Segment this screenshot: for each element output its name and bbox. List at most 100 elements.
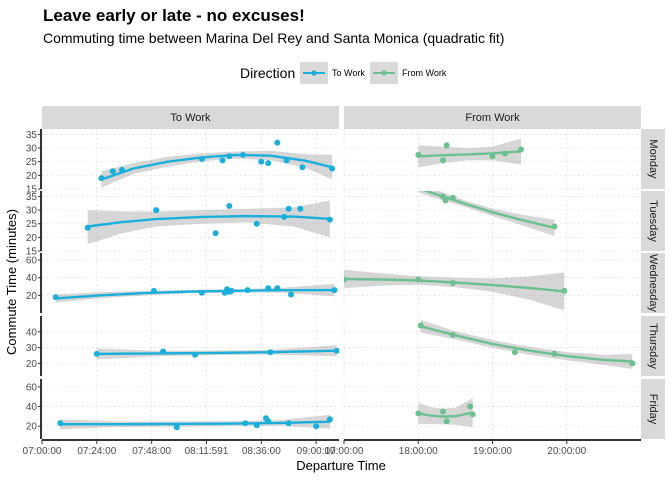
data-point [285, 420, 292, 427]
y-tick-label: 20 [26, 171, 38, 182]
data-point [511, 349, 518, 356]
row-strip-label: Thursday [647, 323, 659, 369]
data-point [333, 347, 339, 354]
data-point [242, 420, 249, 427]
data-point [443, 418, 450, 425]
data-point [326, 216, 333, 223]
series-from-work [418, 191, 558, 236]
y-tick-label: 25 [26, 157, 38, 168]
fit-line [95, 349, 338, 356]
row-strip-label: Tuesday [647, 200, 659, 242]
data-point [297, 205, 304, 212]
y-tick-label: 60 [26, 382, 38, 393]
panel-tuesday-to-work: 15 20 25 30 35 [26, 191, 339, 258]
data-point [283, 157, 290, 164]
row-strip-label: Friday [647, 394, 659, 425]
data-point [274, 285, 281, 292]
data-point [281, 213, 288, 220]
y-tick-label: 20 [26, 233, 38, 244]
y-tick-label: 35 [26, 192, 38, 203]
confidence-band [55, 283, 335, 303]
y-tick-label: 40 [26, 273, 38, 284]
data-point [226, 153, 233, 160]
panel-friday-from-work [343, 379, 641, 439]
data-point [551, 350, 558, 357]
row-strip-tuesday: Tuesday [641, 191, 665, 251]
row-strip-label: Wednesday [647, 254, 659, 312]
x-tick-label: 17:00:00 [325, 446, 364, 457]
legend-point-to-work [311, 70, 317, 76]
confidence-band [60, 414, 330, 430]
data-point [240, 151, 246, 158]
series-from-work [417, 319, 636, 369]
data-point [417, 322, 424, 329]
data-point [415, 276, 422, 283]
panel-tuesday-from-work [343, 191, 641, 252]
x-axis-to-work: 07:00:00 07:24:00 07:48:00 08:11:591 08:36:0… [23, 439, 339, 457]
series-to-work [93, 345, 339, 360]
data-point [109, 168, 116, 175]
data-point [160, 348, 167, 355]
x-tick-label: 07:00:00 [23, 446, 62, 457]
y-tick-label: 35 [26, 130, 38, 141]
x-axes: 07:00:00 07:24:00 07:48:00 08:11:591 08:36:0… [23, 439, 641, 457]
x-tick-label: 07:24:00 [77, 446, 116, 457]
data-point [265, 160, 272, 167]
data-point [198, 156, 205, 162]
data-point [449, 331, 456, 338]
fit-line [422, 191, 556, 230]
data-point [98, 175, 105, 182]
data-point [329, 165, 336, 172]
x-tick-label: 19:00:00 [473, 446, 512, 457]
chart-title: Leave early or late - no excuses! [43, 6, 305, 25]
data-point [449, 280, 456, 286]
data-point [253, 220, 260, 227]
y-tick-label: 60 [26, 256, 38, 267]
x-tick-label: 09:00:00 [297, 446, 336, 457]
data-point [258, 158, 265, 165]
data-point [228, 287, 235, 294]
panel-wednesday-to-work: 20 40 60 [26, 253, 339, 313]
data-point [449, 194, 456, 201]
data-point [489, 153, 496, 160]
data-point [267, 349, 274, 356]
y-tick-label: 15 [26, 247, 38, 258]
data-point [501, 150, 508, 157]
data-point [288, 291, 294, 298]
confidence-band [87, 200, 330, 245]
data-point [440, 157, 446, 164]
panel-thursday-to-work: 20 30 40 [26, 316, 339, 376]
data-point [198, 289, 205, 296]
data-point [212, 230, 219, 237]
y-tick-label: 15 [26, 185, 38, 196]
legend-point-from-work [381, 70, 387, 76]
series-to-work [84, 200, 333, 245]
data-point [226, 203, 233, 209]
strip-background [641, 253, 665, 313]
row-strip-friday: Friday [641, 379, 665, 439]
y-tick-label: 30 [26, 144, 38, 155]
data-point [84, 224, 91, 231]
data-point [518, 146, 524, 153]
legend-label-to-work: To Work [332, 68, 365, 78]
x-tick-label: 18:00:00 [399, 446, 438, 457]
data-point [326, 416, 333, 423]
data-point [119, 166, 125, 173]
x-axis-from-work: 17:00:00 18:00:00 19:00:00 20:00:00 [325, 439, 641, 457]
data-point [331, 287, 338, 294]
strip-label-from-work: From Work [465, 112, 520, 124]
row-strip-wednesday: Wednesday [641, 253, 665, 313]
data-point [153, 207, 160, 214]
data-point [561, 287, 568, 294]
strip-label-to-work: To Work [170, 112, 211, 124]
column-strip-from-work: From Work [344, 106, 641, 129]
data-point [150, 287, 157, 294]
y-tick-label: 20 [26, 291, 38, 302]
data-point [443, 142, 450, 149]
x-tick-label: 20:00:00 [547, 446, 586, 457]
data-point [467, 403, 474, 410]
x-axis-title: Departure Time [296, 458, 386, 473]
fit-line [86, 214, 332, 228]
panel-background [42, 379, 339, 439]
